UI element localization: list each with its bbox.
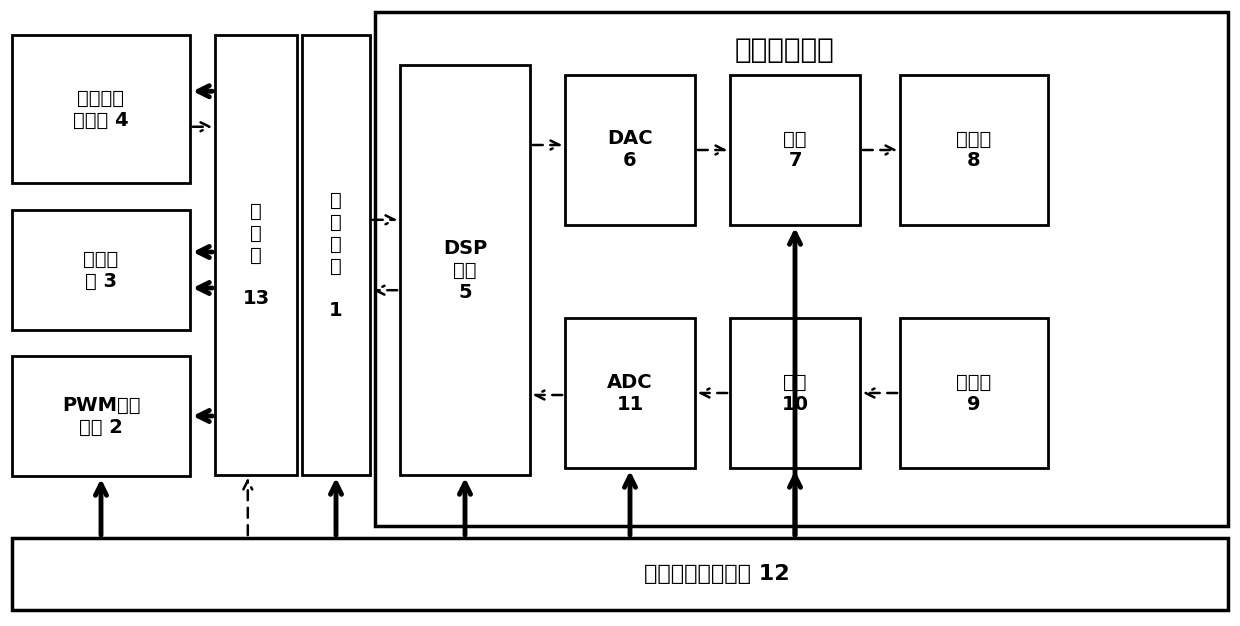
Text: DAC
6: DAC 6 (608, 130, 652, 170)
Bar (12, 356, 190, 476)
Text: 传感器输
入接口 4: 传感器输 入接口 4 (73, 88, 129, 130)
Bar (730, 318, 861, 468)
Text: DSP
模块
5: DSP 模块 5 (443, 239, 487, 302)
Bar (12, 210, 190, 330)
Bar (565, 75, 694, 225)
Text: 电池能量管理模块 12: 电池能量管理模块 12 (645, 564, 790, 584)
Text: 前放
10: 前放 10 (781, 372, 808, 414)
Text: 水声通信模块: 水声通信模块 (734, 36, 835, 64)
Text: 功放
7: 功放 7 (784, 130, 807, 170)
Text: 扩展接
口 3: 扩展接 口 3 (83, 250, 119, 290)
Bar (215, 35, 298, 475)
Text: PWM输出
接口 2: PWM输出 接口 2 (62, 396, 140, 436)
Text: 水听器
9: 水听器 9 (956, 372, 992, 414)
Bar (565, 318, 694, 468)
Bar (12, 538, 1228, 610)
Bar (730, 75, 861, 225)
Text: 微
处
理
器

1: 微 处 理 器 1 (329, 190, 342, 319)
Text: 换能器
8: 换能器 8 (956, 130, 992, 170)
Bar (12, 35, 190, 183)
Text: 存
储
器

13: 存 储 器 13 (243, 202, 269, 309)
Bar (401, 65, 529, 475)
Text: ADC
11: ADC 11 (608, 372, 652, 414)
Bar (900, 75, 1048, 225)
Bar (374, 12, 1228, 526)
Bar (900, 318, 1048, 468)
Bar (303, 35, 370, 475)
